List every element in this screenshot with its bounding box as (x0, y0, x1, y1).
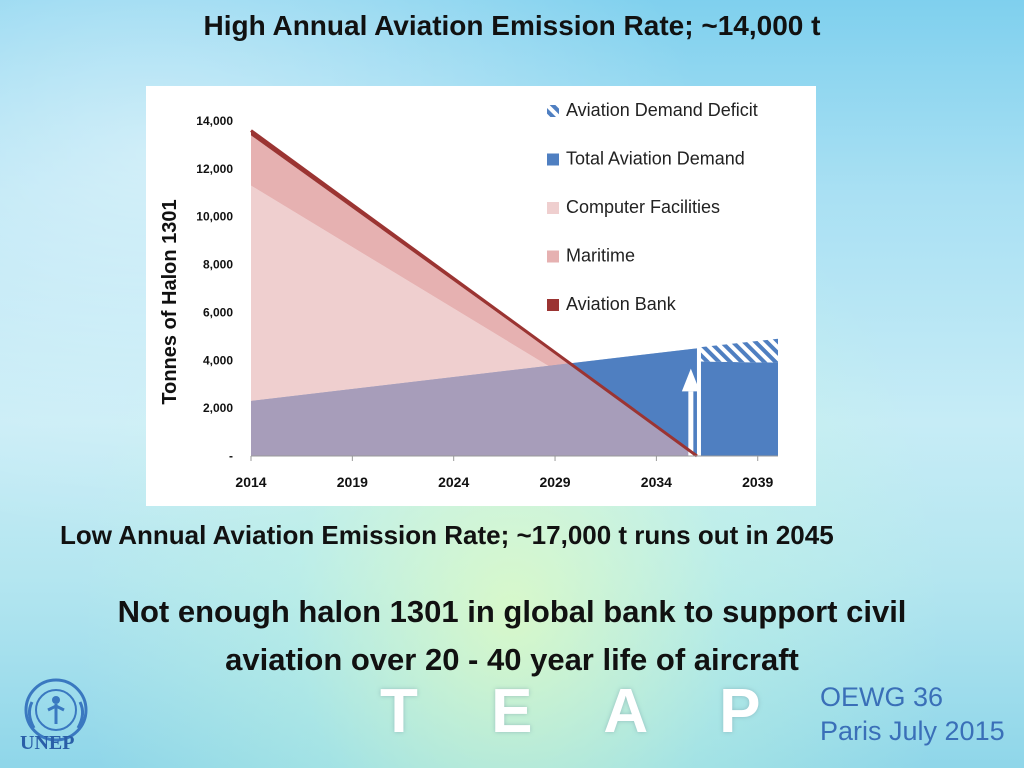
unep-emblem-icon (24, 678, 88, 742)
legend-label: Computer Facilities (566, 197, 720, 217)
x-tick-label: 2029 (539, 474, 570, 490)
conclusion-line-2: aviation over 20 - 40 year life of aircr… (225, 642, 799, 677)
x-tick-label: 2019 (337, 474, 368, 490)
legend-label: Aviation Bank (566, 294, 677, 314)
arrow-up-head-icon (681, 368, 700, 392)
event-name: OEWG 36 (820, 682, 944, 712)
y-tick-label: 4,000 (203, 353, 233, 367)
x-tick-label: 2034 (641, 474, 672, 490)
legend-swatch (547, 153, 559, 166)
legend: Aviation Demand Deficit Total Aviation De… (547, 100, 758, 314)
x-tick-label: 2024 (438, 474, 469, 490)
legend-swatch (547, 299, 559, 311)
legend-label: Aviation Demand Deficit (566, 100, 758, 120)
y-tick-label: 10,000 (196, 210, 233, 224)
y-tick-label: 2,000 (203, 401, 233, 415)
event-location-date: Paris July 2015 (820, 716, 1005, 746)
area-aviation-demand-deficit (700, 338, 778, 363)
x-axis: 2014 2019 2024 2029 2034 2039 (235, 456, 774, 490)
low-rate-subtitle: Low Annual Aviation Emission Rate; ~17,0… (60, 520, 834, 550)
event-info: OEWG 36 Paris July 2015 (820, 680, 1005, 748)
chart-panel: Tonnes of Halon 1301 - 2,000 4,000 6,000 8,0… (146, 86, 816, 506)
conclusion-text: Not enough halon 1301 in global bank to … (0, 588, 1024, 684)
y-tick-label: 12,000 (196, 162, 233, 176)
y-tick-label: 14,000 (196, 114, 233, 128)
x-tick-label: 2039 (742, 474, 773, 490)
x-tick-label: 2014 (235, 474, 266, 490)
plot-area (250, 129, 778, 458)
legend-swatch (547, 105, 559, 117)
slide-title: High Annual Aviation Emission Rate; ~14,… (203, 10, 821, 41)
legend-label: Maritime (566, 246, 635, 266)
legend-swatch (547, 202, 559, 214)
conclusion-line-1: Not enough halon 1301 in global bank to … (117, 594, 907, 629)
unep-label: UNEP (20, 732, 75, 754)
y-tick-label: - (229, 449, 233, 463)
emission-chart: Tonnes of Halon 1301 - 2,000 4,000 6,000 8,0… (159, 100, 778, 490)
y-axis-label: Tonnes of Halon 1301 (159, 199, 181, 404)
area-overlap (251, 363, 697, 456)
y-tick-label: 8,000 (203, 258, 233, 272)
area-total-aviation-demand-solid (569, 348, 697, 456)
area-future-demand (700, 361, 778, 456)
teap-logo-text: T E A P (380, 677, 789, 746)
y-tick-label: 6,000 (203, 305, 233, 319)
y-axis: - 2,000 4,000 6,000 8,000 10,000 12,000 14,000 (196, 114, 233, 463)
legend-swatch (547, 250, 559, 263)
legend-label: Total Aviation Demand (566, 149, 745, 169)
line-aviation-bank (250, 129, 698, 458)
